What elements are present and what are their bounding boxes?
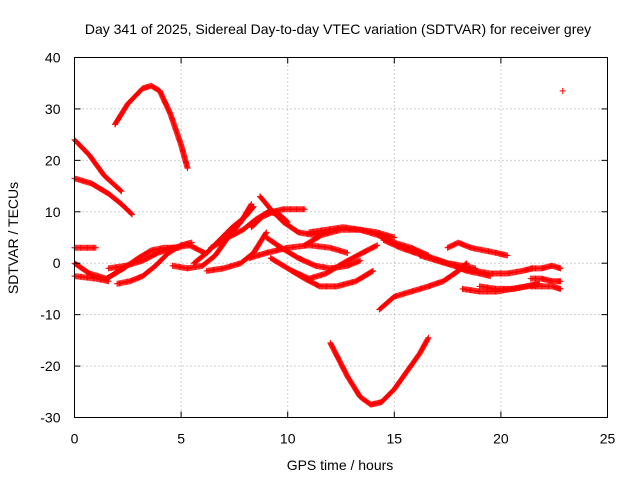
data-point [391,234,398,241]
data-series [246,242,351,262]
x-axis-label: GPS time / hours [287,457,394,473]
data-point [557,278,564,285]
y-tick-label: 10 [45,204,61,220]
data-series [376,260,470,313]
data-point [504,252,511,259]
data-point [117,187,124,194]
y-tick-label: -10 [40,307,60,323]
x-tick-label: 15 [387,431,403,447]
data-series [105,242,208,272]
data-point [373,242,380,249]
x-tick-label: 25 [600,431,616,447]
data-series [327,334,432,408]
data-point [369,267,376,274]
y-axis-label: SDTVAR / TECUs [5,182,21,294]
data-series [71,175,136,218]
data-point [118,188,125,195]
data-point [301,206,308,213]
data-series [190,203,257,267]
data-series [455,265,536,277]
data-point [557,285,564,292]
data-series [527,262,564,272]
x-tick-label: 20 [493,431,509,447]
data-point [263,229,270,236]
data-point [249,204,256,211]
plot-frame [74,57,608,418]
data-point [374,242,381,249]
data-series [444,239,511,259]
data-point [92,244,99,251]
y-tick-label: 0 [53,255,61,271]
data-point [250,203,257,210]
data-series [306,224,398,241]
data-series [169,201,255,272]
y-tick-label: -20 [40,358,60,374]
data-series [559,87,566,94]
data-point [129,211,136,218]
data-point [357,257,364,264]
data-series [71,136,125,195]
data-point [368,268,375,275]
y-tick-label: -30 [40,410,60,426]
data-series [527,283,564,292]
data-point [105,278,112,285]
x-tick-label: 10 [280,431,296,447]
data-series [203,229,270,274]
x-tick-label: 0 [71,431,79,447]
data-point [262,230,269,237]
data-series [267,255,376,290]
data-point [344,249,351,256]
data-point [424,335,431,342]
data-point [128,210,135,217]
data-series [71,244,99,251]
data-point [559,87,566,94]
y-tick-label: 40 [45,50,61,66]
data-points [71,82,566,408]
y-tick-label: 30 [45,101,61,117]
data-series [527,275,564,285]
chart-title: Day 341 of 2025, Sidereal Day-to-day VTE… [85,21,591,37]
x-tick-label: 5 [177,431,185,447]
data-point [557,265,564,272]
data-series [288,242,381,282]
data-series [112,82,191,172]
grid [74,57,608,418]
y-tick-label: 20 [45,152,61,168]
data-point [184,165,191,172]
data-series [71,273,112,285]
data-series [256,193,330,238]
ticks: 0 5 10 15 20 25 -30 -20 -10 0 10 20 30 40 [40,50,615,447]
data-point [425,334,432,341]
